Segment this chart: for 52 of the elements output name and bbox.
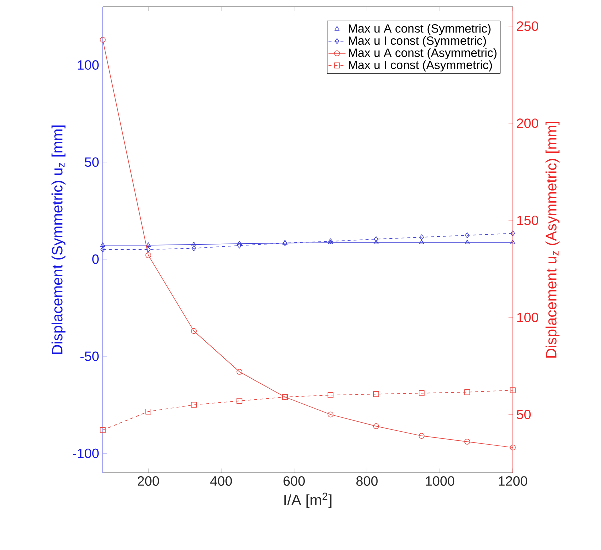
y-tick-label: 50: [85, 158, 99, 168]
point: [328, 412, 334, 418]
point: [191, 402, 198, 408]
point: [146, 408, 152, 415]
point: [464, 439, 470, 445]
point: [328, 392, 334, 398]
legend-label: Max u I const (Asymmetric): [349, 60, 492, 72]
point: [192, 246, 196, 252]
y-tick-label: -100: [73, 448, 99, 458]
point: [236, 398, 243, 404]
point: [237, 240, 242, 246]
y-axis-title: Displacement (Symmetric) u$_{z}$ [mm]: [52, 126, 66, 354]
x-tick-label: 400: [210, 476, 232, 486]
x-tick-label: 800: [356, 476, 378, 486]
point: [420, 234, 424, 240]
point: [373, 391, 380, 398]
point: [419, 390, 425, 396]
y2-tick-label: 100: [518, 312, 538, 322]
point: [236, 369, 243, 375]
legend-label: Max u A const (Symmetric): [349, 24, 491, 36]
x-tick-label: 1200: [499, 476, 528, 486]
point: [464, 390, 470, 396]
y2-tick-label: 150: [518, 216, 538, 226]
legend-label: Max u A const (Asymmetric): [349, 48, 497, 60]
point: [191, 328, 198, 334]
x-tick-label: 1000: [426, 476, 455, 486]
y-tick-label: 0: [92, 254, 99, 264]
point: [419, 433, 425, 439]
y2-tick-label: 200: [517, 118, 538, 128]
point: [465, 232, 470, 238]
x-tick-label: 600: [284, 476, 306, 486]
point: [100, 427, 106, 434]
point: [510, 230, 516, 236]
point: [374, 236, 379, 242]
x-axis-title: I/A [m$^{2}$]: [284, 492, 332, 508]
x-tick-label: 200: [138, 476, 160, 486]
point: [146, 252, 152, 258]
point: [146, 242, 152, 248]
y-tick-label: -50: [80, 352, 99, 362]
point: [419, 240, 424, 245]
point: [237, 242, 242, 249]
point: [464, 240, 470, 245]
point: [192, 242, 197, 246]
point: [374, 240, 379, 245]
y2-tick-label: 250: [517, 22, 538, 32]
y-tick-label: 100: [78, 60, 99, 70]
point: [146, 246, 151, 253]
point: [373, 424, 380, 430]
y2-tick-label: 50: [517, 410, 531, 420]
point: [510, 388, 516, 394]
y2-axis-title: Displacement u$_{z}$ (Asymmetric) [mm]: [546, 122, 560, 358]
legend-label: Max u I const (Symmetric): [349, 36, 486, 48]
